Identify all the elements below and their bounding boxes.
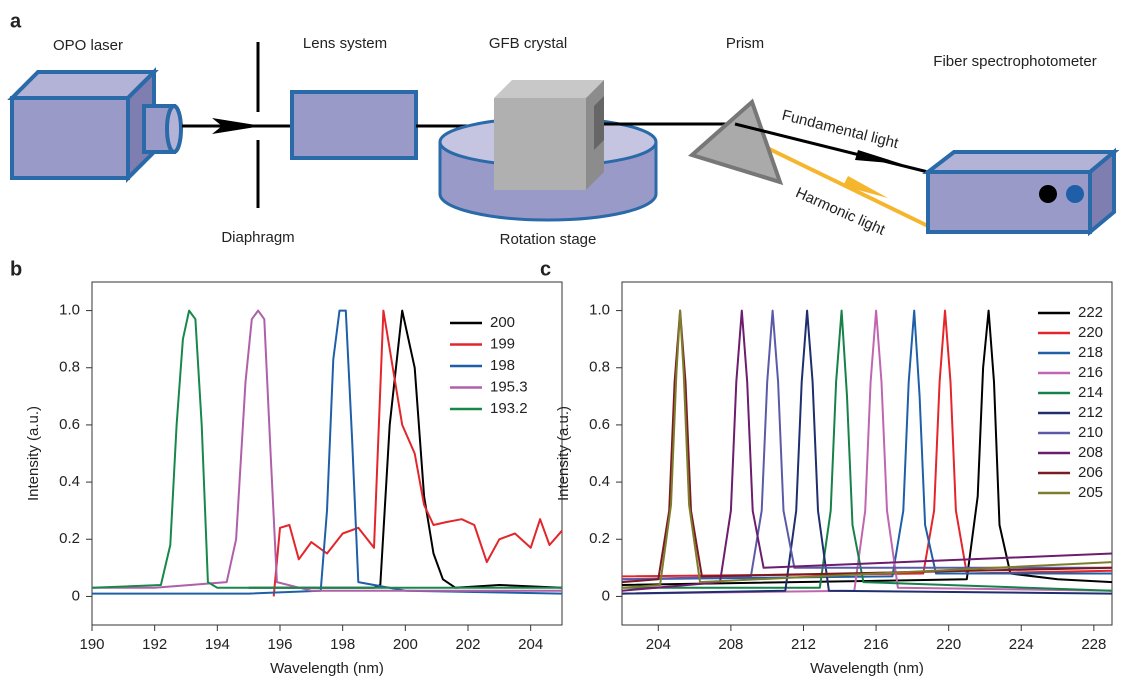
x-tick-label: 204: [646, 636, 671, 653]
arrow: [855, 150, 902, 164]
legend-label: 220: [1078, 324, 1103, 341]
y-tick-label: 0.8: [589, 359, 610, 376]
legend-label: 200: [490, 314, 515, 331]
knob: [1039, 185, 1057, 203]
fundamental-beam: [734, 122, 929, 174]
label: Diaphragm: [221, 229, 294, 246]
series-line: [92, 309, 563, 595]
y-tick-label: 0.4: [59, 473, 80, 490]
x-tick-label: 224: [1009, 636, 1034, 653]
label: Lens system: [303, 35, 387, 52]
arrow: [212, 118, 262, 134]
y-tick-label: 0.2: [59, 530, 80, 547]
label: OPO laser: [53, 37, 123, 54]
series-line: [92, 309, 562, 592]
legend-label: 214: [1078, 384, 1103, 401]
legend-label: 208: [1078, 444, 1103, 461]
series-line: [272, 309, 563, 597]
series-line: [91, 309, 562, 589]
label: Prism: [726, 35, 764, 52]
legend-label: 216: [1078, 364, 1103, 381]
knob: [1066, 185, 1084, 203]
series-line: [621, 309, 1112, 581]
x-axis-label: Wavelength (nm): [270, 660, 384, 677]
x-tick-label: 208: [718, 636, 743, 653]
x-tick-label: 202: [455, 636, 480, 653]
y-axis-label: Intensity (a.u.): [555, 406, 572, 501]
y-tick-label: 0.6: [59, 416, 80, 433]
legend-label: 222: [1078, 304, 1103, 321]
x-tick-label: 212: [791, 636, 816, 653]
x-tick-label: 220: [936, 636, 961, 653]
plot-frame: [91, 281, 563, 626]
y-tick-label: 1.0: [589, 302, 610, 319]
y-tick-label: 0.6: [589, 416, 610, 433]
x-tick-label: 216: [864, 636, 889, 653]
series-line: [621, 309, 1113, 592]
legend-label: 198: [490, 357, 515, 374]
legend-label: 195.3: [490, 378, 528, 395]
series-line: [621, 309, 1113, 589]
y-tick-label: 0.8: [59, 359, 80, 376]
legend-label: 206: [1078, 464, 1103, 481]
x-axis-label: Wavelength (nm): [810, 660, 924, 677]
series-line: [621, 309, 1112, 581]
y-tick-label: 0.2: [589, 530, 610, 547]
legend-label: 193.2: [490, 400, 528, 417]
panel-label: c: [540, 258, 551, 280]
laser: [7, 67, 183, 183]
panel-label: a: [10, 10, 22, 32]
lens-system: [290, 90, 418, 160]
x-tick-label: 196: [267, 636, 292, 653]
x-tick-label: 228: [1081, 636, 1106, 653]
prism: [688, 98, 784, 186]
arrow: [843, 176, 888, 198]
label: Rotation stage: [500, 231, 597, 248]
legend-label: 199: [490, 335, 515, 352]
series-line: [621, 309, 1113, 586]
y-tick-label: 0: [72, 587, 80, 604]
panel-label: b: [10, 258, 22, 280]
y-tick-label: 0: [602, 587, 610, 604]
setup-diagram: a OPO laser Diaphragm Lens system GFB cr…: [7, 10, 1120, 248]
crystal: [494, 80, 604, 190]
x-tick-label: 200: [393, 636, 418, 653]
spectrophotometer: [922, 147, 1120, 237]
series-line: [621, 309, 1113, 595]
x-tick-label: 194: [205, 636, 230, 653]
label: Fundamental light: [780, 107, 901, 153]
label: Fiber spectrophotometer: [933, 53, 1096, 70]
x-tick-label: 204: [518, 636, 543, 653]
legend-label: 205: [1078, 484, 1103, 501]
plot-frame: [621, 281, 1113, 626]
legend-label: 210: [1078, 424, 1103, 441]
legend-label: 212: [1078, 404, 1103, 421]
y-tick-label: 0.4: [589, 473, 610, 490]
series-line: [621, 309, 1113, 578]
label: GFB crystal: [489, 35, 567, 52]
x-tick-label: 198: [330, 636, 355, 653]
y-axis-label: Intensity (a.u.): [25, 406, 42, 501]
x-tick-label: 190: [79, 636, 104, 653]
legend-label: 218: [1078, 344, 1103, 361]
x-tick-label: 192: [142, 636, 167, 653]
y-tick-label: 1.0: [59, 302, 80, 319]
